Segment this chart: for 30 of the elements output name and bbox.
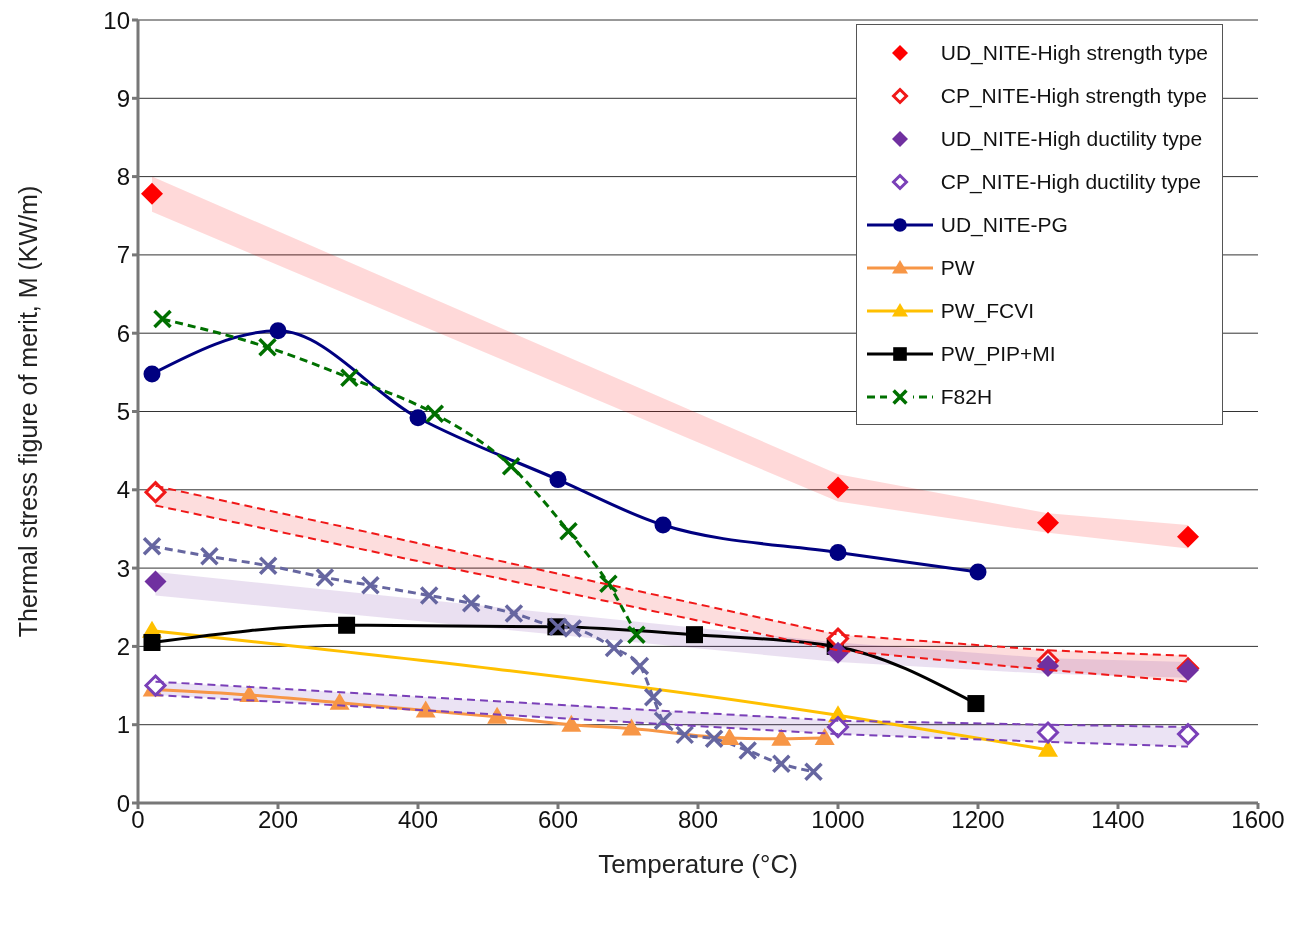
x-tick-label: 1000 [811,806,865,834]
legend-label: PW_PIP+MI [940,341,1056,366]
x-tick-label: 800 [677,806,719,834]
x-tick-label: 600 [537,806,579,834]
y-tick-label: 10 [103,6,130,34]
legend-label: UD_NITE-High strength type [940,40,1208,65]
x-tick-label: 1400 [1091,806,1145,834]
y-axis-title: Thermal stress figure of merit, M (KW/m) [13,185,42,638]
x-tick-label: 1600 [1231,806,1285,834]
y-tick-label: 2 [116,632,130,660]
legend-label: F82H [940,384,993,409]
x-tick-label: 200 [257,806,299,834]
legend-label: UD_NITE-High ductility type [940,126,1203,151]
y-tick-label: 6 [116,319,130,347]
y-tick-label: 4 [116,476,130,504]
y-tick-label: 5 [116,398,130,426]
x-tick-label: 1200 [951,806,1005,834]
x-tick-label: 400 [397,806,439,834]
y-tick-label: 3 [116,554,130,582]
x-axis-title: Temperature (°C) [598,849,798,879]
y-tick-label: 8 [116,163,130,191]
y-tick-label: 9 [116,84,130,112]
legend-label: UD_NITE-PG [940,212,1068,237]
legend-label: CP_NITE-High ductility type [940,169,1201,194]
y-tick-label: 0 [116,789,130,817]
legend-label: PW_FCVI [940,298,1035,323]
legend-label: PW [940,255,975,280]
legend-label: CP_NITE-High strength type [940,83,1207,108]
y-tick-label: 1 [116,711,130,739]
y-tick-label: 7 [116,241,130,269]
